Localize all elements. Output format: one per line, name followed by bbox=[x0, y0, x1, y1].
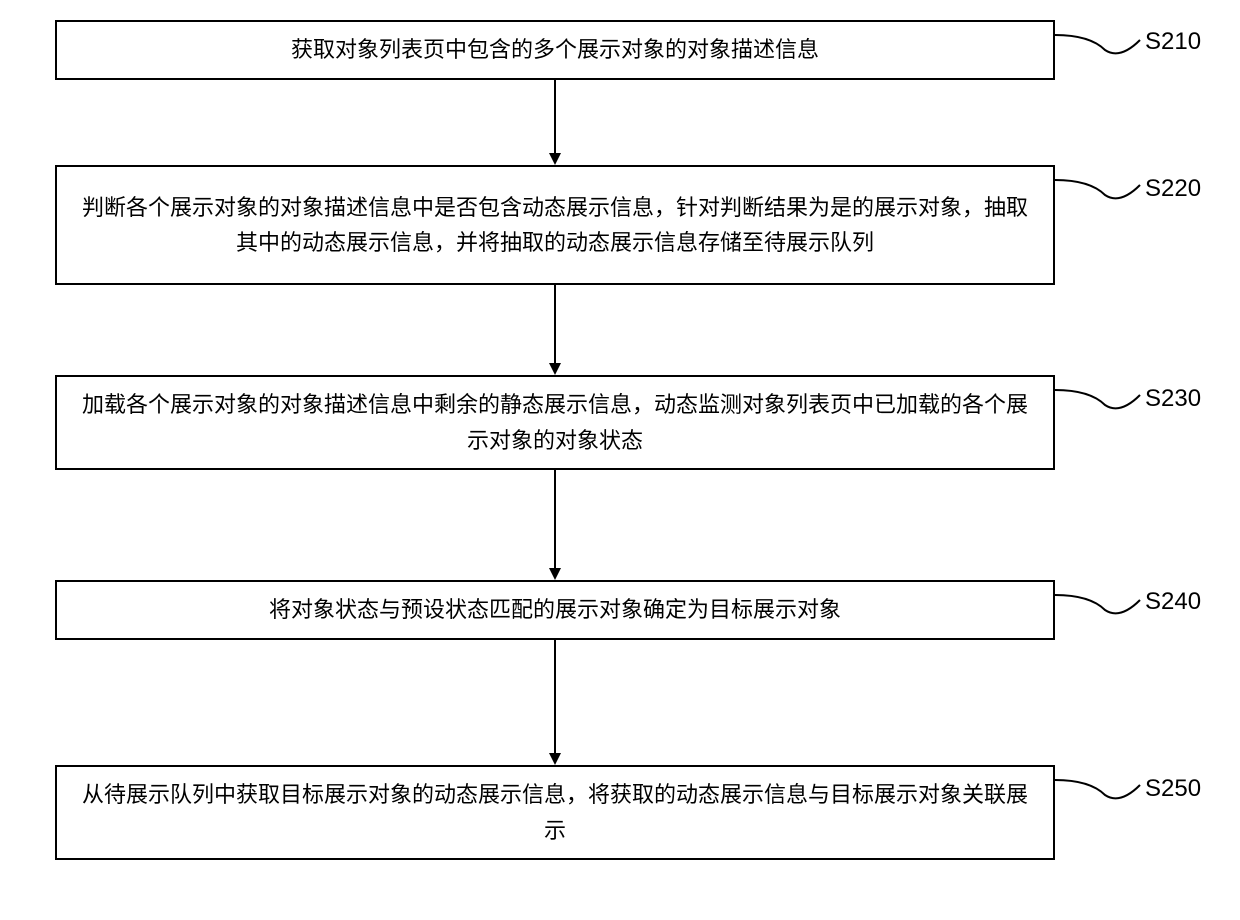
step-text: 将对象状态与预设状态匹配的展示对象确定为目标展示对象 bbox=[269, 592, 841, 627]
step-box-s240: 将对象状态与预设状态匹配的展示对象确定为目标展示对象 bbox=[55, 580, 1055, 640]
step-label-s230: S230 bbox=[1145, 385, 1201, 413]
arrow-s210-s220 bbox=[540, 80, 570, 165]
step-label-s240: S240 bbox=[1145, 588, 1201, 616]
flowchart-container: 获取对象列表页中包含的多个展示对象的对象描述信息 S210 判断各个展示对象的对… bbox=[0, 0, 1240, 920]
step-text: 获取对象列表页中包含的多个展示对象的对象描述信息 bbox=[291, 32, 819, 67]
arrow-s220-s230 bbox=[540, 285, 570, 375]
step-text: 从待展示队列中获取目标展示对象的动态展示信息，将获取的动态展示信息与目标展示对象… bbox=[77, 777, 1033, 847]
step-label-s220: S220 bbox=[1145, 175, 1201, 203]
step-text: 加载各个展示对象的对象描述信息中剩余的静态展示信息，动态监测对象列表页中已加载的… bbox=[77, 387, 1033, 457]
step-label-s250: S250 bbox=[1145, 775, 1201, 803]
arrow-s240-s250 bbox=[540, 640, 570, 765]
step-box-s220: 判断各个展示对象的对象描述信息中是否包含动态展示信息，针对判断结果为是的展示对象… bbox=[55, 165, 1055, 285]
arrow-s230-s240 bbox=[540, 470, 570, 580]
step-box-s210: 获取对象列表页中包含的多个展示对象的对象描述信息 bbox=[55, 20, 1055, 80]
step-label-s210: S210 bbox=[1145, 28, 1201, 56]
step-box-s230: 加载各个展示对象的对象描述信息中剩余的静态展示信息，动态监测对象列表页中已加载的… bbox=[55, 375, 1055, 470]
step-box-s250: 从待展示队列中获取目标展示对象的动态展示信息，将获取的动态展示信息与目标展示对象… bbox=[55, 765, 1055, 860]
step-text: 判断各个展示对象的对象描述信息中是否包含动态展示信息，针对判断结果为是的展示对象… bbox=[77, 190, 1033, 260]
